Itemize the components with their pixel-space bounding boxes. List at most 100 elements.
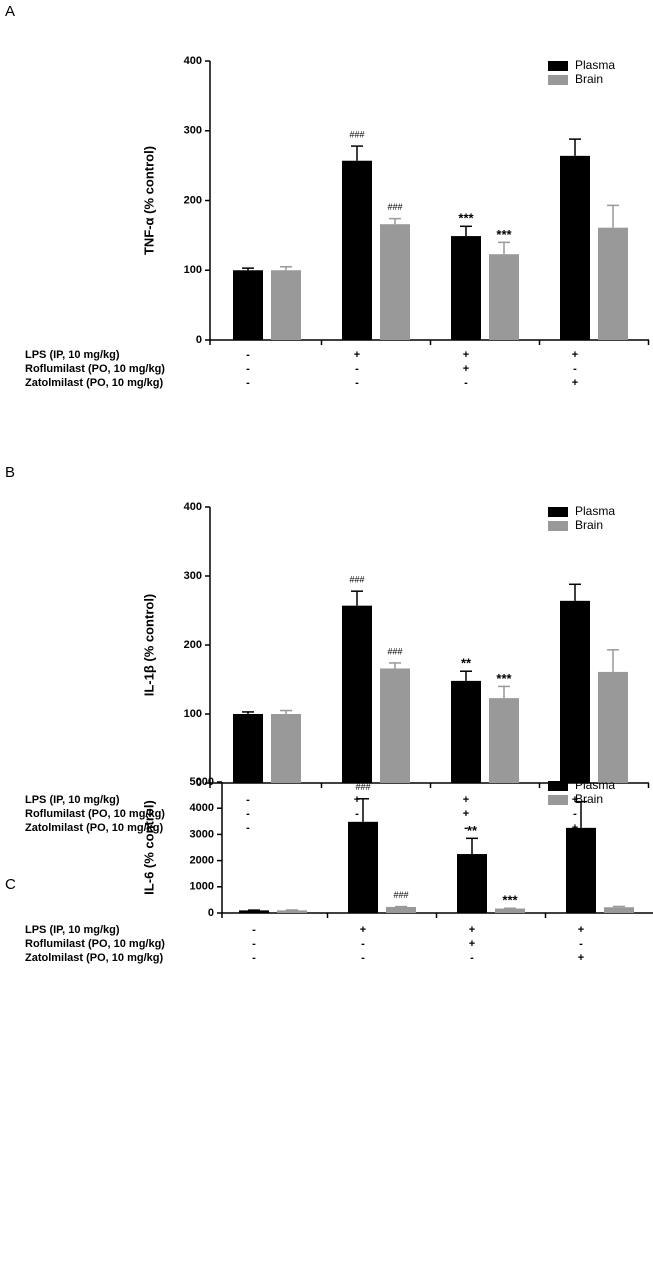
treatment-sign: - — [252, 952, 256, 964]
significance-label: *** — [502, 893, 518, 908]
y-tick-label: 1000 — [190, 881, 214, 893]
legend-swatch — [548, 795, 568, 805]
treatment-sign: + — [463, 794, 469, 806]
significance-label: *** — [496, 671, 512, 686]
treatment-sign: - — [361, 952, 365, 964]
bar — [598, 671, 628, 783]
bar — [342, 605, 372, 783]
treatment-label: Roflumilast (PO, 10 mg/kg) — [25, 938, 165, 950]
treatment-sign: - — [355, 808, 359, 820]
treatment-sign: - — [573, 808, 577, 820]
y-tick-label: 100 — [184, 708, 202, 720]
treatment-sign: - — [355, 363, 359, 375]
bar — [560, 600, 590, 783]
panel-letter: A — [5, 3, 15, 20]
y-tick-label: 3000 — [190, 828, 214, 840]
legend-label: Brain — [575, 518, 603, 532]
treatment-sign: + — [578, 924, 584, 936]
bar — [489, 698, 519, 783]
legend-swatch — [548, 781, 568, 791]
y-tick-label: 0 — [208, 907, 214, 919]
bar — [560, 155, 590, 340]
treatment-sign: + — [572, 794, 578, 806]
y-axis-label: IL-1β (% control) — [141, 594, 156, 697]
treatment-sign: - — [464, 377, 468, 389]
bar — [342, 160, 372, 340]
treatment-sign: - — [246, 349, 250, 361]
bar — [239, 910, 269, 913]
treatment-sign: - — [252, 924, 256, 936]
significance-label: ### — [387, 202, 402, 212]
panel-letter: C — [5, 876, 16, 893]
panel-letter: B — [5, 464, 15, 481]
treatment-sign: - — [246, 794, 250, 806]
y-tick-label: 4000 — [190, 802, 214, 814]
bar — [271, 714, 301, 783]
legend-swatch — [548, 521, 568, 531]
significance-label: *** — [458, 211, 474, 226]
legend-swatch — [548, 75, 568, 85]
significance-label: ### — [349, 129, 364, 139]
y-tick-label: 100 — [184, 264, 202, 276]
y-tick-label: 5000 — [190, 776, 214, 788]
treatment-sign: + — [469, 938, 475, 950]
treatment-sign: + — [354, 349, 360, 361]
bar — [271, 270, 301, 340]
treatment-sign: + — [578, 952, 584, 964]
significance-label: ### — [349, 575, 364, 585]
y-tick-label: 300 — [184, 570, 202, 582]
treatment-sign: - — [246, 363, 250, 375]
bar — [277, 910, 307, 913]
treatment-sign: + — [469, 924, 475, 936]
bar — [566, 827, 596, 913]
treatment-sign: - — [246, 822, 250, 834]
treatment-sign: - — [246, 808, 250, 820]
legend-label: Brain — [575, 72, 603, 86]
y-tick-label: 400 — [184, 501, 202, 513]
legend-swatch — [548, 507, 568, 517]
treatment-sign: - — [470, 952, 474, 964]
treatment-label: LPS (IP, 10 mg/kg) — [25, 794, 120, 806]
bar — [233, 714, 263, 783]
treatment-sign: + — [463, 349, 469, 361]
treatment-label: Zatolmilast (PO, 10 mg/kg) — [25, 822, 163, 834]
y-tick-label: 200 — [184, 639, 202, 651]
legend-swatch — [548, 61, 568, 71]
treatment-sign: + — [354, 794, 360, 806]
treatment-label: LPS (IP, 10 mg/kg) — [25, 924, 120, 936]
y-tick-label: 0 — [196, 777, 202, 789]
significance-label: ### — [387, 646, 402, 656]
legend-label: Plasma — [575, 778, 615, 792]
significance-label: *** — [496, 227, 512, 242]
y-tick-label: 200 — [184, 194, 202, 206]
significance-label: ** — [461, 656, 472, 671]
bar — [348, 821, 378, 913]
treatment-label: Roflumilast (PO, 10 mg/kg) — [25, 363, 165, 375]
bar — [489, 254, 519, 340]
bar — [451, 236, 481, 340]
y-axis-label: IL-6 (% control) — [141, 800, 156, 895]
treatment-sign: + — [572, 377, 578, 389]
significance-label: ### — [355, 782, 370, 792]
bar — [380, 224, 410, 340]
y-tick-label: 2000 — [190, 855, 214, 867]
bar — [380, 668, 410, 783]
treatment-sign: - — [246, 377, 250, 389]
bar — [495, 908, 525, 913]
y-tick-label: 400 — [184, 55, 202, 67]
treatment-sign: - — [361, 938, 365, 950]
bar — [604, 907, 634, 913]
significance-label: ** — [467, 823, 478, 838]
bar — [233, 270, 263, 340]
y-tick-label: 0 — [196, 334, 202, 346]
treatment-label: Zatolmilast (PO, 10 mg/kg) — [25, 377, 163, 389]
y-axis-label: TNF-α (% control) — [141, 146, 156, 255]
bar — [457, 854, 487, 913]
treatment-sign: - — [464, 822, 468, 834]
legend-label: Plasma — [575, 504, 615, 518]
treatment-sign: + — [463, 363, 469, 375]
treatment-sign: - — [579, 938, 583, 950]
y-tick-label: 300 — [184, 125, 202, 137]
treatment-sign: - — [355, 377, 359, 389]
treatment-label: Zatolmilast (PO, 10 mg/kg) — [25, 952, 163, 964]
